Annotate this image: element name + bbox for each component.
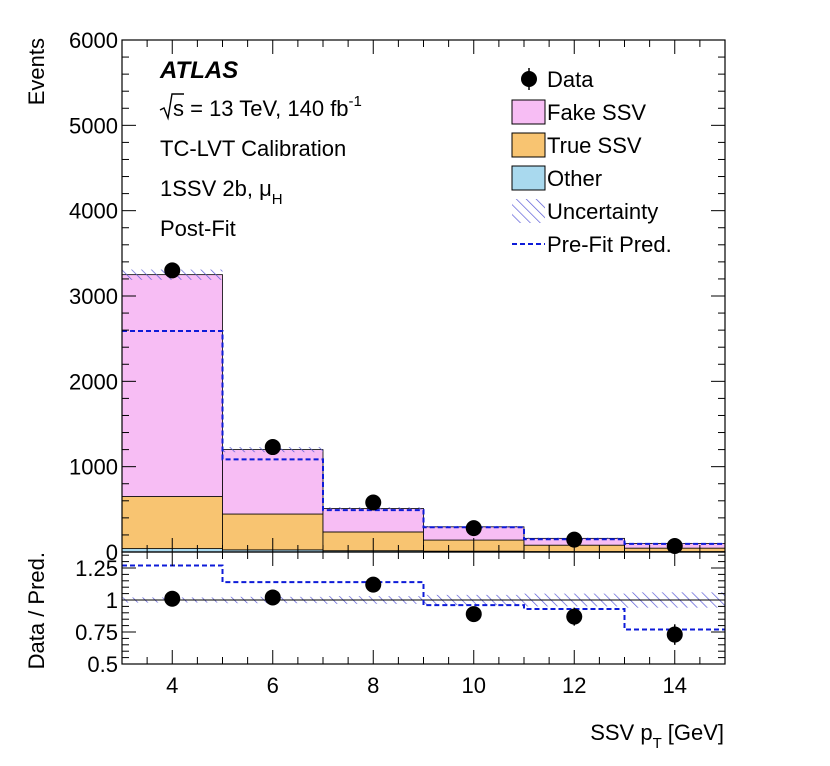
ratio-panel-frame	[121, 551, 726, 665]
ratio-y-tick-label-0: 0.5	[87, 652, 118, 677]
bar-fake-ssv-bin-1	[121, 274, 223, 497]
x-axis-title-sub: T	[653, 735, 662, 752]
legend-swatch-fake-ssv	[511, 99, 546, 125]
top-y-tick-label-4000: 4000	[69, 199, 118, 224]
region-label: 1SSV 2b, μH	[160, 176, 283, 208]
x-tick-label-6: 6	[267, 673, 279, 698]
top-y-tick-label-3000: 3000	[69, 284, 118, 309]
postfit-label: Post-Fit	[160, 216, 236, 241]
x-tick-label-10: 10	[462, 673, 486, 698]
top-data-point-bin-1	[164, 262, 181, 279]
legend-label-data: Data	[547, 67, 594, 92]
ratio-panel-content	[122, 564, 725, 645]
top-y-tick-label-6000: 6000	[69, 28, 118, 53]
y-axis-title-ratio: Data / Pred.	[24, 552, 49, 669]
legend: Data Fake SSV True SSV Other Uncertainty…	[511, 67, 672, 257]
region-label-sub: H	[272, 191, 283, 208]
top-y-tick-label-2000: 2000	[69, 369, 118, 394]
x-tick-label-12: 12	[562, 673, 586, 698]
lumi-superscript: -1	[349, 93, 362, 110]
x-tick-label-14: 14	[663, 673, 687, 698]
legend-label-other: Other	[547, 166, 602, 191]
legend-label-fake-ssv: Fake SSV	[547, 100, 646, 125]
legend-swatch-other	[511, 165, 546, 191]
top-y-tick-label-5000: 5000	[69, 113, 118, 138]
ratio-data-point-bin-1	[164, 590, 181, 607]
ratio-data-point-bin-2	[264, 589, 281, 606]
legend-swatch-true-ssv	[511, 132, 546, 158]
svg-text:s = 13 TeV, 140 fb-1: s = 13 TeV, 140 fb-1	[173, 93, 362, 121]
ratio-prefit-step-line	[122, 564, 725, 631]
energy-lumi-label: s = 13 TeV, 140 fb-1	[159, 93, 362, 121]
legend-swatch-uncertainty	[512, 199, 545, 223]
x-tick-label-8: 8	[367, 673, 379, 698]
top-data-point-bin-4	[465, 520, 482, 537]
top-prefit-line	[122, 329, 725, 545]
x-axis-title-main: SSV p	[590, 720, 652, 745]
ratio-data-point-bin-4	[465, 606, 482, 623]
top-data-point-bin-3	[365, 494, 382, 511]
top-prefit-step-line	[122, 329, 725, 545]
top-y-tick-label-1000: 1000	[69, 455, 118, 480]
ratio-data-point-bin-3	[365, 576, 382, 593]
ratio-y-tick-label-1: 0.75	[75, 620, 118, 645]
energy-sqrt-s: s	[173, 96, 184, 121]
ratio-y-tick-label-3: 1.25	[75, 556, 118, 581]
top-data-point-bin-2	[264, 439, 281, 456]
top-data-points	[164, 262, 683, 555]
ratio-y-tick-label-2: 1	[106, 588, 118, 613]
sqrt-symbol	[159, 93, 184, 121]
bar-fake-ssv-bin-3	[322, 508, 424, 533]
calibration-label: TC-LVT Calibration	[160, 136, 346, 161]
y-axis-title-top: Events	[24, 38, 49, 105]
ratio-data-point-bin-5	[566, 608, 583, 625]
region-label-main: 1SSV 2b, μ	[160, 176, 272, 201]
x-axis-title: SSV pT [GeV]	[590, 720, 724, 752]
top-y-tick-label-0: 0	[106, 540, 118, 565]
legend-label-uncertainty: Uncertainty	[547, 199, 658, 224]
legend-label-prefit: Pre-Fit Pred.	[547, 232, 672, 257]
atlas-label: ATLAS	[159, 57, 238, 84]
axes: 0 1000 2000 3000 4000 5000 6000 0.5 0.75 1 1.25 4 6 8…	[69, 28, 726, 698]
energy-text: = 13 TeV, 140 fb	[184, 96, 349, 121]
x-axis-title-unit: [GeV]	[668, 720, 724, 745]
ratio-data-point-bin-6	[666, 626, 683, 643]
legend-label-true-ssv: True SSV	[547, 133, 642, 158]
legend-data-marker	[521, 71, 537, 87]
x-tick-label-4: 4	[166, 673, 178, 698]
